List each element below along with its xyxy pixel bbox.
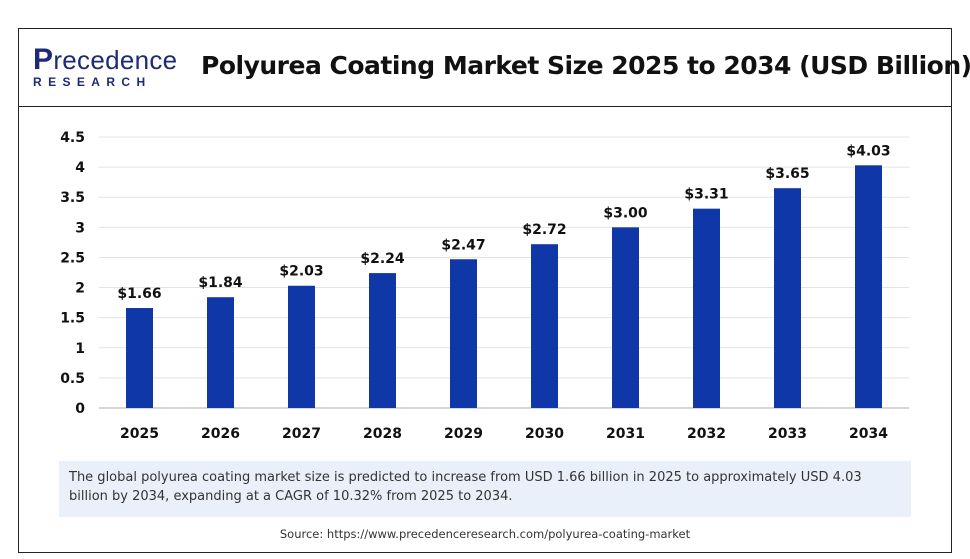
- data-label: $2.47: [441, 237, 485, 253]
- logo-name: recedence: [53, 45, 178, 75]
- source-text: Source: https://www.precedenceresearch.c…: [279, 527, 691, 541]
- y-tick-label: 2: [75, 281, 85, 297]
- data-label: $2.72: [522, 222, 566, 238]
- bar: [450, 259, 477, 408]
- x-tick-label: 2026: [201, 426, 240, 442]
- bar: [612, 227, 639, 408]
- bar: [774, 188, 801, 408]
- data-label: $1.66: [117, 286, 161, 302]
- data-label: $1.84: [198, 275, 243, 291]
- data-label: $2.03: [279, 264, 323, 280]
- bar: [531, 244, 558, 408]
- x-tick-label: 2025: [120, 426, 159, 442]
- y-tick-label: 1.5: [60, 311, 85, 327]
- y-tick-label: 3.5: [60, 190, 85, 206]
- y-tick-label: 1: [75, 341, 85, 357]
- y-tick-label: 0.5: [60, 371, 85, 387]
- y-tick-label: 4: [75, 160, 85, 176]
- y-tick-label: 2.5: [60, 250, 85, 266]
- chart-title: Polyurea Coating Market Size 2025 to 203…: [201, 51, 970, 80]
- bar: [288, 285, 315, 408]
- data-label: $2.24: [360, 251, 405, 267]
- logo-initial: P: [33, 43, 54, 76]
- y-tick-label: 3: [75, 220, 85, 236]
- x-tick-label: 2032: [687, 426, 726, 442]
- x-tick-label: 2033: [768, 426, 807, 442]
- data-label: $3.00: [603, 205, 648, 221]
- x-tick-label: 2028: [363, 426, 402, 442]
- x-tick-label: 2030: [525, 426, 564, 442]
- y-tick-label: 4.5: [60, 130, 85, 146]
- x-tick-label: 2027: [282, 426, 321, 442]
- data-label: $3.65: [765, 166, 809, 182]
- bar: [693, 208, 720, 408]
- chart-frame: Precedence RESEARCH Polyurea Coating Mar…: [18, 28, 970, 553]
- data-label: $4.03: [846, 143, 890, 159]
- x-tick-label: 2031: [606, 426, 645, 442]
- bar: [369, 273, 396, 408]
- data-label: $3.31: [684, 187, 728, 203]
- bar-chart: 0 0.5 1 1.5 2 2.5 3 3.5 4 4.5 $1.66 2025 $1.84 2026 $2…: [60, 130, 909, 442]
- y-tick-label: 0: [75, 401, 85, 417]
- bar: [207, 297, 234, 408]
- x-tick-label: 2034: [849, 426, 888, 442]
- precedence-research-logo: Precedence RESEARCH: [33, 45, 183, 91]
- summary-note: The global polyurea coating market size …: [59, 461, 911, 517]
- logo-subname: RESEARCH: [33, 75, 152, 89]
- header: Precedence RESEARCH Polyurea Coating Mar…: [19, 29, 970, 107]
- x-tick-label: 2029: [444, 426, 483, 442]
- bar: [126, 308, 153, 408]
- bar: [855, 165, 882, 408]
